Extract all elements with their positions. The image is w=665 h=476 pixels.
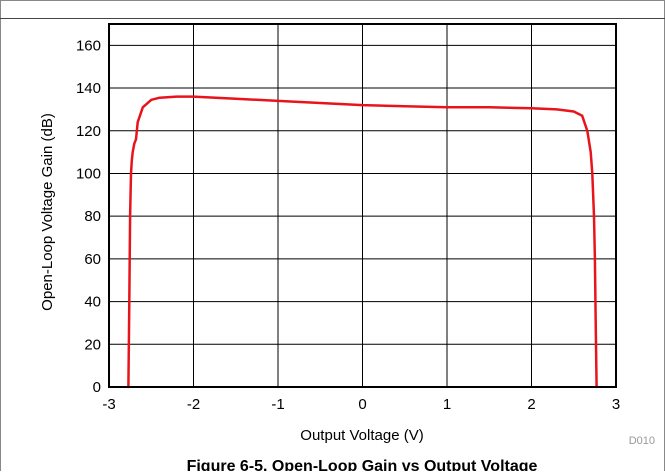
y-tick-label: 40: [84, 294, 101, 311]
x-tick-label: -3: [102, 396, 115, 413]
grid-lines: [109, 24, 616, 387]
x-tick-label: 2: [527, 396, 535, 413]
x-tick-label: 0: [358, 396, 366, 413]
series-layer: [127, 95, 598, 389]
y-tick-label: 0: [93, 379, 101, 396]
y-tick-label: 80: [84, 208, 101, 225]
x-tick-label: 3: [612, 396, 620, 413]
y-tick-label: 160: [76, 37, 101, 54]
x-axis-label: Output Voltage (V): [300, 427, 423, 444]
gain-curve: [127, 95, 598, 389]
plot-area-border: [108, 23, 617, 388]
y-axis-label: Open-Loop Voltage Gain (dB): [39, 113, 56, 311]
y-tick-label: 20: [84, 336, 101, 353]
y-tick-labels: 0 20 40 60 80 100 120 140 160: [76, 37, 101, 396]
x-tick-label: -2: [187, 396, 200, 413]
x-tick-labels: -3 -2 -1 0 1 2 3: [102, 396, 620, 413]
y-tick-label: 60: [84, 251, 101, 268]
y-tick-label: 140: [76, 80, 101, 97]
y-tick-label: 120: [76, 123, 101, 140]
figure-caption: Figure 6-5. Open-Loop Gain vs Output Vol…: [187, 458, 538, 471]
x-tick-label: 1: [443, 396, 451, 413]
figure-code: D010: [629, 435, 655, 447]
y-tick-label: 100: [76, 165, 101, 182]
x-tick-label: -1: [271, 396, 284, 413]
